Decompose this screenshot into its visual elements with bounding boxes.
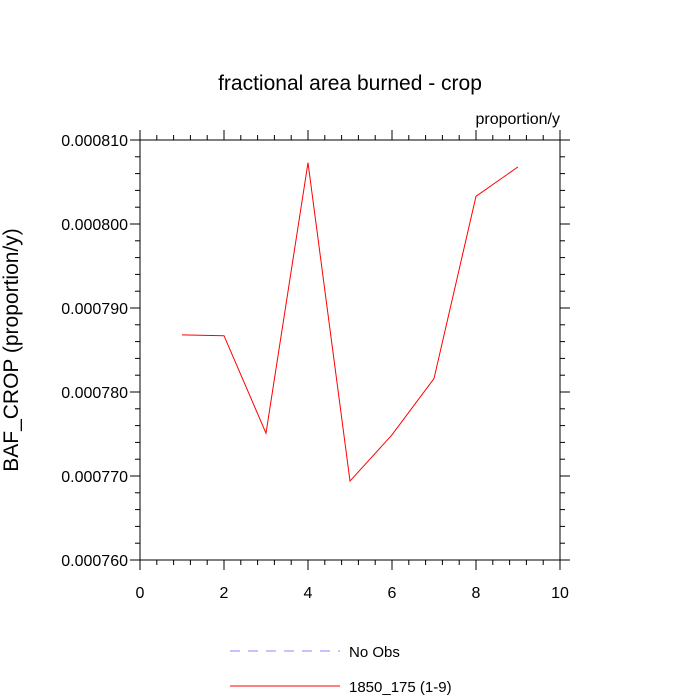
y-tick-label: 0.000780 bbox=[61, 385, 128, 402]
legend-label: 1850_175 (1-9) bbox=[349, 679, 452, 696]
legend: No Obs 1850_175 (1-9) bbox=[230, 644, 452, 696]
x-tick-label: 8 bbox=[472, 585, 481, 602]
x-tick-label: 0 bbox=[136, 585, 145, 602]
data-point bbox=[222, 334, 226, 338]
plot-frame bbox=[139, 139, 561, 561]
tick-labels: 0 2 4 6 8 10 0.000760 0.000770 0.000780 0.000790 0… bbox=[61, 133, 569, 602]
data-point bbox=[264, 431, 268, 435]
data-point bbox=[348, 479, 352, 483]
legend-label: No Obs bbox=[349, 644, 400, 661]
x-tick-label: 10 bbox=[551, 585, 569, 602]
data-point bbox=[180, 333, 184, 337]
y-tick-label: 0.000770 bbox=[61, 469, 128, 486]
data-point bbox=[474, 194, 478, 198]
y-tick-label: 0.000790 bbox=[61, 301, 128, 318]
y-tick-label: 0.000800 bbox=[61, 217, 128, 234]
x-tick-label: 6 bbox=[388, 585, 397, 602]
x-tick-label: 4 bbox=[304, 585, 313, 602]
y-tick-label: 0.000760 bbox=[61, 553, 128, 570]
data-point bbox=[432, 377, 436, 381]
units-label: proportion/y bbox=[476, 111, 561, 128]
y-axis-title: BAF_CROP (proportion/y) bbox=[0, 228, 23, 472]
series-line bbox=[181, 162, 519, 483]
chart-title: fractional area burned - crop bbox=[218, 72, 482, 95]
data-point bbox=[516, 165, 520, 169]
series-group bbox=[180, 161, 520, 483]
axis-ticks bbox=[130, 130, 570, 570]
data-point bbox=[306, 161, 310, 165]
data-point bbox=[390, 433, 394, 437]
y-tick-label: 0.000810 bbox=[61, 133, 128, 150]
x-tick-label: 2 bbox=[220, 585, 229, 602]
